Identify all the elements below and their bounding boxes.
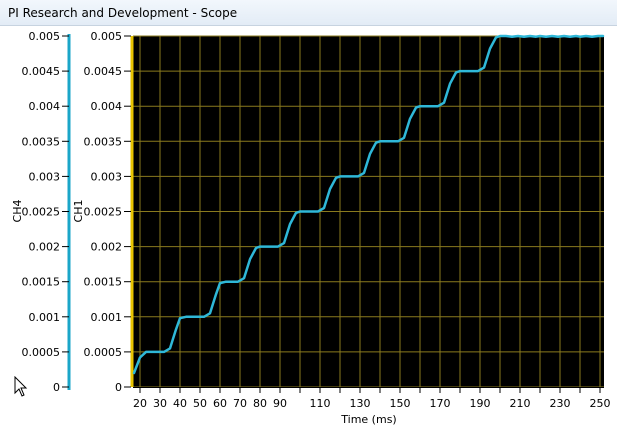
- x-tick-label: 90: [273, 397, 287, 410]
- ch4-tick-label: 0.003: [29, 170, 61, 183]
- ch4-tick-label: 0.0015: [22, 276, 61, 289]
- x-tick-label: 20: [133, 397, 147, 410]
- ch4-tick-label: 0.0025: [22, 206, 61, 219]
- ch4-tick-label: 0.005: [29, 30, 61, 43]
- ch4-tick-label: 0.004: [29, 100, 61, 113]
- x-tick-label: 250: [590, 397, 611, 410]
- x-tick-label: 110: [310, 397, 331, 410]
- ch4-tick-label: 0.0005: [22, 346, 61, 359]
- ch1-trace-line: [132, 34, 605, 375]
- scope-chart: 0.005 0.0045 0.004 0.0035 0.003 0.0025 0.002 0.…: [11, 30, 611, 426]
- x-tick-label: 40: [173, 397, 187, 410]
- ch4-tick-label: 0.0045: [22, 65, 61, 78]
- ch1-tick-label: 0.004: [91, 100, 123, 113]
- x-tick-label: 230: [550, 397, 571, 410]
- ch1-tick-label: 0.0035: [84, 135, 123, 148]
- scope-content: 0.005 0.0045 0.004 0.0035 0.003 0.0025 0.002 0.…: [0, 26, 617, 430]
- ch1-tick-label: 0.0045: [84, 65, 123, 78]
- ch1-tick-label: 0.003: [91, 170, 123, 183]
- x-tick-label: 150: [390, 397, 411, 410]
- x-tick-label: 30: [153, 397, 167, 410]
- ch1-tick-label: 0.0015: [84, 276, 123, 289]
- x-tick-label: 80: [253, 397, 267, 410]
- x-tick-label: 130: [350, 397, 371, 410]
- ch1-tick-label: 0: [115, 381, 122, 394]
- x-tick-label: 70: [233, 397, 247, 410]
- ch1-tick-label: 0.0005: [84, 346, 123, 359]
- x-axis-title: Time (ms): [340, 413, 396, 426]
- ch1-axis-title: CH1: [72, 200, 85, 223]
- window-titlebar: PI Research and Development - Scope: [0, 0, 617, 26]
- ch1-tick-label: 0.002: [91, 241, 123, 254]
- mouse-pointer-icon: [14, 376, 28, 397]
- window-title: PI Research and Development - Scope: [8, 6, 238, 20]
- ch4-tick-label: 0.002: [29, 241, 61, 254]
- ch1-tick-label: 0.0025: [84, 206, 123, 219]
- ch4-axis-title: CH4: [11, 200, 24, 223]
- ch4-tick-label: 0.001: [29, 311, 61, 324]
- x-tick-label: 170: [430, 397, 451, 410]
- ch4-tick-label: 0.0035: [22, 135, 61, 148]
- ch4-tick-label: 0: [53, 381, 60, 394]
- ch1-tick-label: 0.005: [91, 30, 123, 43]
- x-tick-label: 60: [213, 397, 227, 410]
- x-tick-label: 210: [510, 397, 531, 410]
- ch1-tick-label: 0.001: [91, 311, 123, 324]
- x-tick-label: 50: [193, 397, 207, 410]
- x-tick-label: 190: [470, 397, 491, 410]
